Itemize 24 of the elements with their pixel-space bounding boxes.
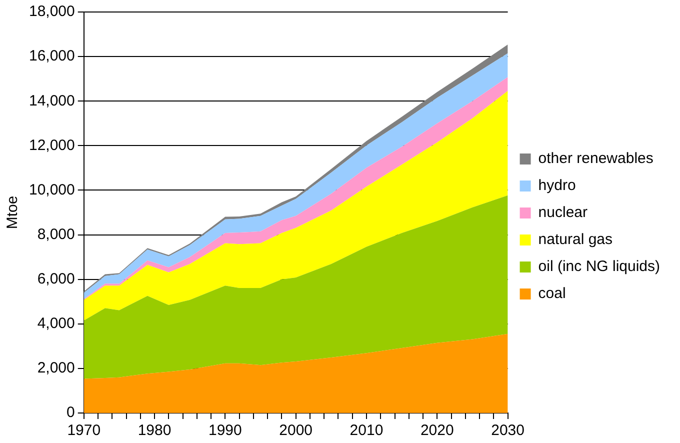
x-tick-label: 2030 <box>491 422 524 440</box>
x-tick-label: 1990 <box>208 422 242 440</box>
legend-label: other renewables <box>538 150 654 168</box>
y-tick-label: 4,000 <box>37 315 75 332</box>
y-tick-label: 0 <box>66 404 75 422</box>
x-tick-label: 2000 <box>279 422 313 440</box>
y-tick-label: 12,000 <box>28 136 75 154</box>
legend-label: hydro <box>538 177 576 194</box>
x-tick-label: 2010 <box>350 422 384 440</box>
x-tick-label: 2020 <box>420 422 454 440</box>
legend-label: natural gas <box>538 231 613 248</box>
y-tick-label: 2,000 <box>37 360 75 377</box>
legend-label: coal <box>538 285 566 302</box>
y-tick-label: 10,000 <box>28 181 75 198</box>
y-tick-label: 14,000 <box>28 92 75 110</box>
x-tick-label: 1980 <box>138 422 172 440</box>
y-axis-title: Mtoe <box>4 196 22 230</box>
y-tick-label: 16,000 <box>28 48 75 65</box>
x-tick-label: 1970 <box>67 422 101 440</box>
y-tick-label: 6,000 <box>37 270 75 288</box>
y-tick-label: 8,000 <box>37 226 75 243</box>
legend-label: oil (inc NG liquids) <box>538 258 660 276</box>
legend-label: nuclear <box>538 204 588 222</box>
y-tick-label: 18,000 <box>28 3 75 20</box>
